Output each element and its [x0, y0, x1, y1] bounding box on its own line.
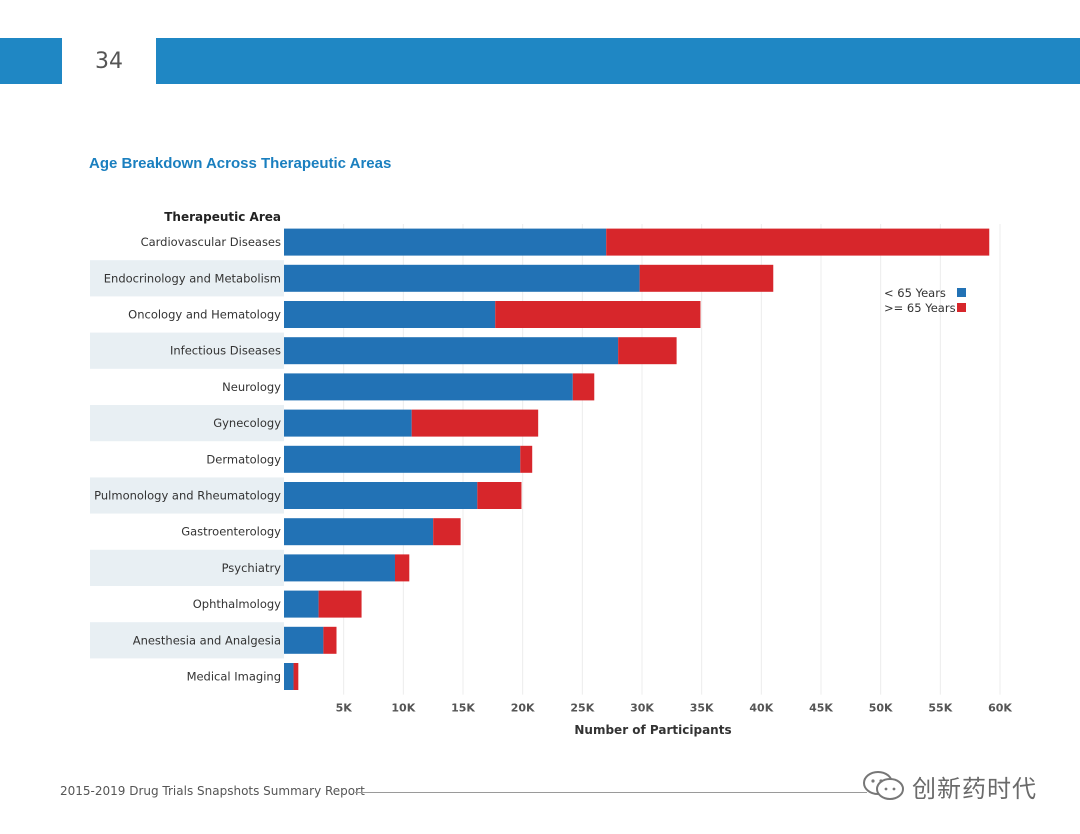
x-tick-label: 50K: [869, 702, 893, 715]
category-label: Neurology: [222, 380, 281, 394]
bar-segment: [284, 590, 319, 618]
bar-segment: [394, 554, 410, 582]
row-stripe: [90, 622, 284, 659]
category-label: Ophthalmology: [193, 597, 281, 611]
bar-segment: [411, 409, 539, 437]
row-stripe: [90, 332, 284, 369]
bar-segment: [572, 373, 595, 401]
row-stripe: [90, 260, 284, 297]
legend-swatch: [957, 288, 966, 297]
bar-segment: [520, 445, 533, 473]
category-label: Dermatology: [206, 452, 281, 466]
bar-segment: [284, 264, 640, 292]
row-stripe: [90, 549, 284, 586]
x-tick-label: 55K: [928, 702, 952, 715]
watermark: 创新药时代: [862, 768, 1037, 804]
header-band-right: [156, 38, 1080, 84]
bar-segment: [284, 373, 573, 401]
bar-segment: [495, 301, 701, 328]
bar-segment: [293, 663, 299, 690]
category-label: Infectious Diseases: [170, 344, 281, 358]
watermark-text: 创新药时代: [912, 774, 1037, 803]
category-axis-header: Therapeutic Area: [164, 210, 281, 224]
x-tick-label: 60K: [988, 702, 1012, 715]
bar-segment: [639, 264, 774, 292]
x-tick-label: 10K: [391, 702, 415, 715]
bar-segment: [284, 518, 434, 546]
x-tick-label: 30K: [630, 702, 654, 715]
bar-segment: [284, 663, 294, 690]
category-label: Endocrinology and Metabolism: [104, 271, 281, 285]
bar-segment: [284, 482, 478, 509]
footer-report-title: 2015-2019 Drug Trials Snapshots Summary …: [60, 784, 365, 798]
chart-title: Age Breakdown Across Therapeutic Areas: [89, 155, 392, 172]
x-tick-label: 45K: [809, 702, 833, 715]
bar-segment: [284, 445, 521, 473]
bar-segment: [284, 626, 324, 654]
chat-bubbles-icon: [863, 771, 904, 800]
legend-label: < 65 Years: [884, 286, 946, 300]
category-label: Gastroenterology: [181, 525, 281, 539]
bar-segment: [284, 337, 619, 365]
bar-segment: [284, 301, 496, 328]
x-tick-label: 40K: [749, 702, 773, 715]
bar-segment: [284, 228, 607, 256]
bar-segment: [606, 228, 990, 256]
category-label: Anesthesia and Analgesia: [133, 633, 281, 647]
legend-swatch: [957, 303, 966, 312]
category-label: Medical Imaging: [187, 670, 281, 684]
bar-segment: [618, 337, 677, 365]
x-tick-label: 35K: [690, 702, 714, 715]
x-tick-label: 15K: [451, 702, 475, 715]
page-number: 34: [95, 49, 123, 74]
x-tick-label: 20K: [511, 702, 535, 715]
category-label: Psychiatry: [222, 561, 282, 575]
bar-segment: [318, 590, 362, 618]
bar-segment: [284, 554, 395, 582]
category-label: Oncology and Hematology: [128, 308, 281, 322]
header-band-left: [0, 38, 62, 84]
bar-segment: [477, 482, 522, 509]
x-axis-label: Number of Participants: [574, 723, 731, 737]
bar-segment: [323, 626, 337, 654]
category-label: Cardiovascular Diseases: [141, 235, 281, 249]
row-stripe: [90, 477, 284, 514]
footer-divider: [355, 792, 867, 793]
category-label: Pulmonology and Rheumatology: [94, 489, 281, 503]
x-tick-label: 25K: [570, 702, 594, 715]
category-label: Gynecology: [213, 416, 281, 430]
bar-segment: [284, 409, 412, 437]
bar-segment: [433, 518, 461, 546]
legend-label: >= 65 Years: [884, 301, 956, 315]
x-tick-label: 5K: [336, 702, 353, 715]
row-stripe: [90, 405, 284, 442]
